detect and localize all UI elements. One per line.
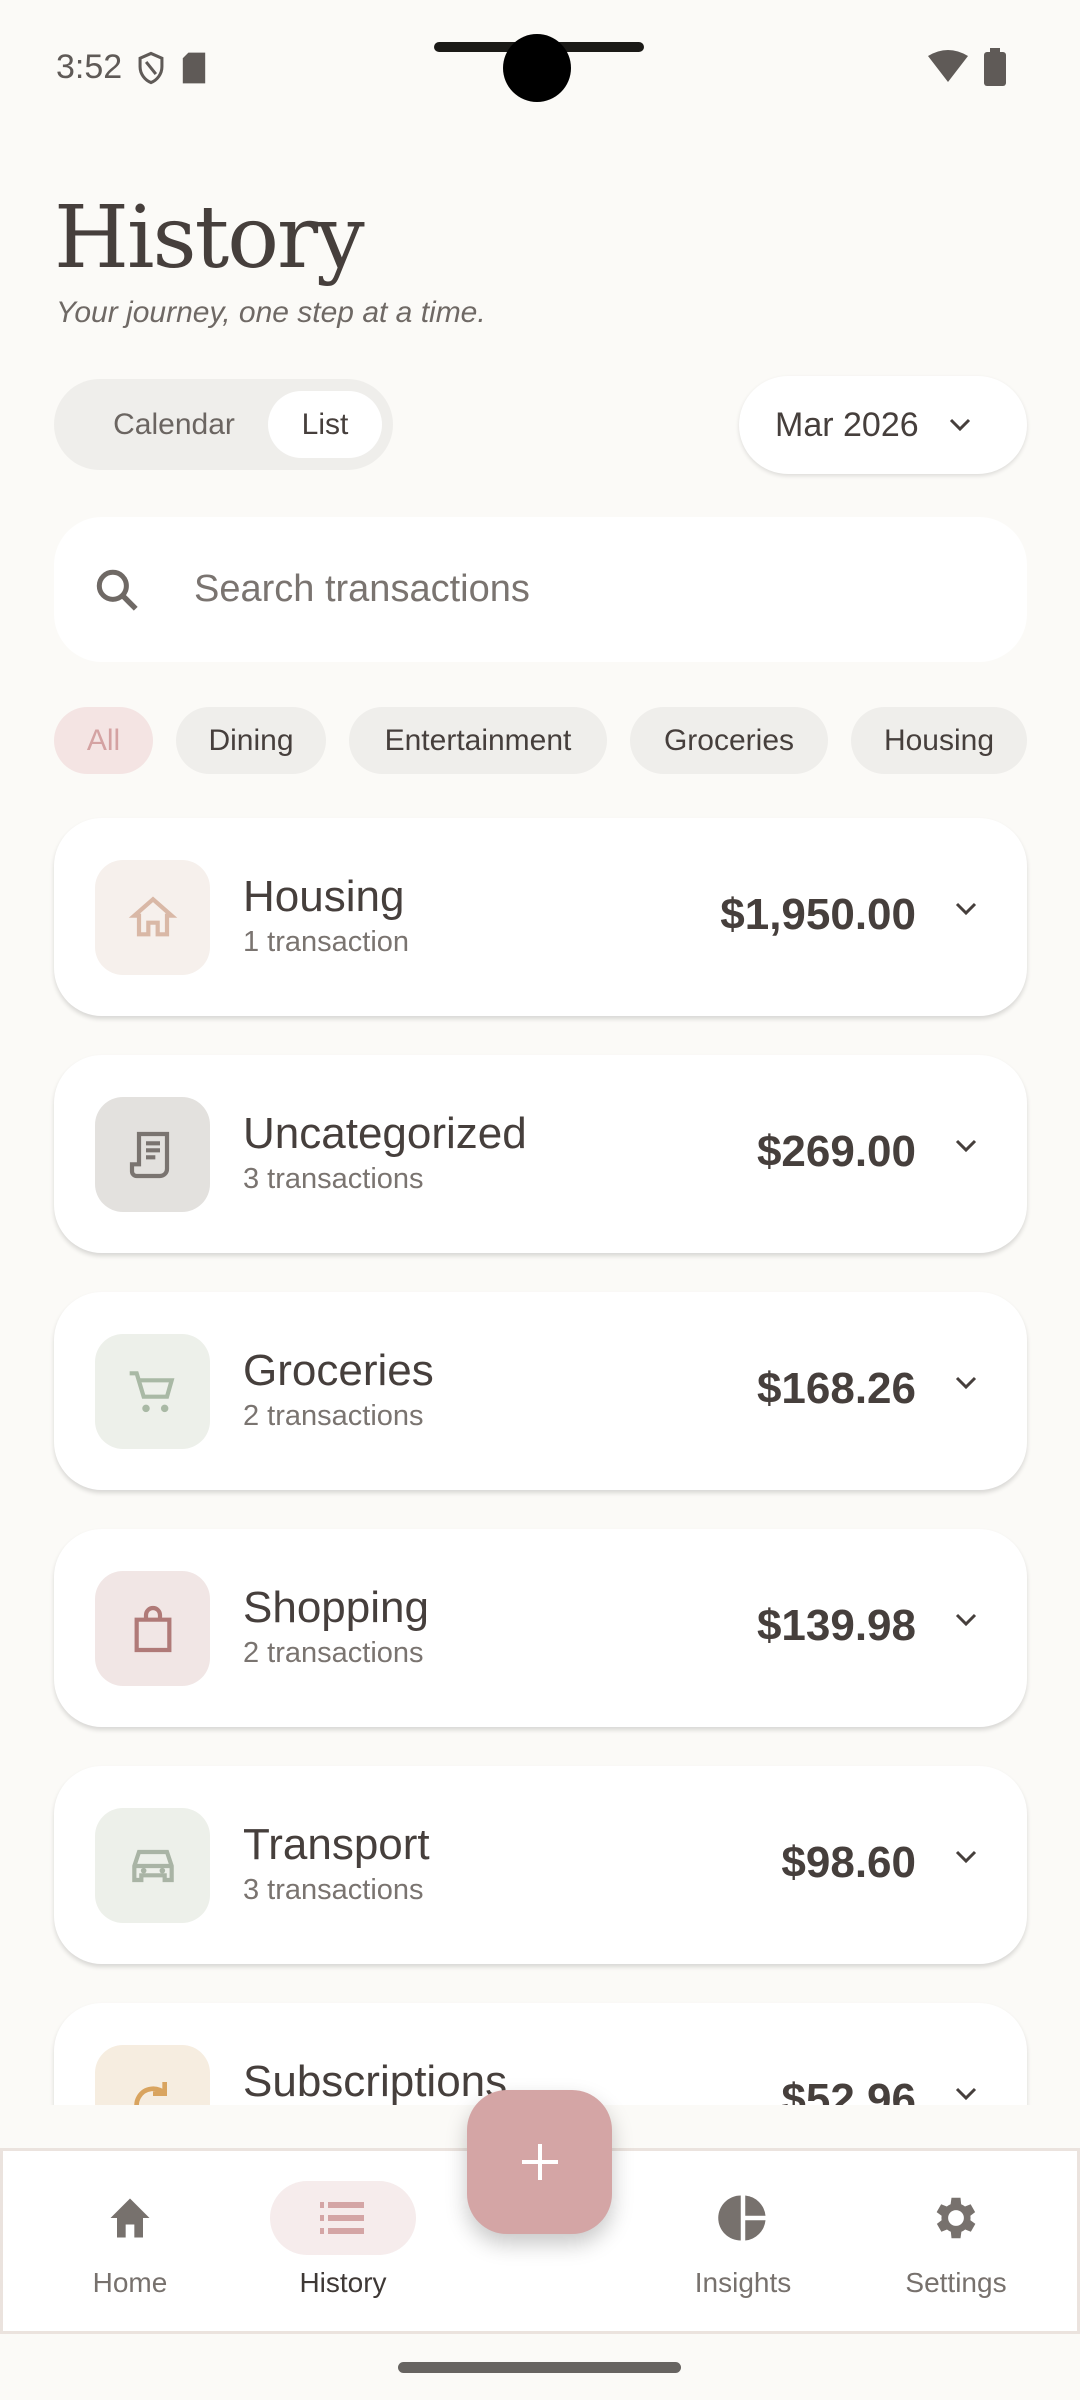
pie-chart-icon [718, 2195, 766, 2241]
chevron-down-icon[interactable] [955, 2087, 977, 2101]
nav-settings[interactable]: Settings [856, 2181, 1056, 2299]
wifi-icon [928, 50, 968, 82]
receipt-icon [129, 1131, 169, 1178]
transaction-count: 1 transaction [243, 926, 410, 958]
category-amount: $1,950.00 [720, 890, 916, 939]
filter-chip-groceries[interactable]: Groceries [630, 707, 828, 774]
filter-chip-dining[interactable]: Dining [176, 707, 326, 774]
camera-cutout [503, 34, 571, 102]
nav-insights-label: Insights [694, 2267, 792, 2298]
battery-icon [984, 48, 1006, 86]
cart-icon [129, 1370, 174, 1412]
chevron-down-icon [949, 418, 970, 432]
category-icon-box [95, 860, 210, 975]
home-icon [128, 896, 177, 936]
category-card[interactable]: Subscriptions $52.96 [54, 2003, 1027, 2105]
home-icon [110, 2198, 150, 2238]
category-amount: $168.26 [756, 1364, 916, 1413]
page-subtitle: Your journey, one step at a time. [56, 296, 486, 329]
nav-history-label: History [299, 2267, 387, 2298]
category-icon-box [95, 1571, 210, 1686]
gear-icon [936, 2197, 976, 2239]
filter-chip-all[interactable]: All [54, 707, 153, 774]
chevron-down-icon[interactable] [955, 1139, 977, 1153]
category-icon-box [95, 1808, 210, 1923]
filter-chip-housing[interactable]: Housing [851, 707, 1027, 774]
search-placeholder: Search transactions [194, 568, 530, 610]
search-icon [96, 569, 138, 611]
category-icon-box [95, 1334, 210, 1449]
search-input[interactable]: Search transactions [54, 517, 1027, 662]
refresh-icon [133, 2081, 172, 2105]
category-name: Shopping [243, 1583, 429, 1632]
home-indicator[interactable] [398, 2362, 681, 2373]
month-value: Mar 2026 [775, 405, 919, 444]
transaction-count: 3 transactions [243, 1163, 424, 1195]
chevron-down-icon[interactable] [955, 1613, 977, 1627]
category-list: Housing 1 transaction $1,950.00 Uncatego… [54, 818, 1027, 2105]
add-transaction-button[interactable] [467, 2090, 612, 2234]
filter-chip-entertainment[interactable]: Entertainment [349, 707, 607, 774]
category-card[interactable]: Uncategorized 3 transactions $269.00 [54, 1055, 1027, 1253]
nav-insights[interactable]: Insights [643, 2181, 843, 2299]
category-card[interactable]: Groceries 2 transactions $168.26 [54, 1292, 1027, 1490]
month-selector[interactable]: Mar 2026 [739, 376, 1027, 474]
chevron-down-icon[interactable] [955, 1376, 977, 1390]
nav-settings-label: Settings [905, 2267, 1007, 2298]
category-icon-box [95, 2045, 210, 2105]
nav-home[interactable]: Home [30, 2181, 230, 2299]
category-name: Subscriptions [243, 2057, 508, 2105]
toggle-list[interactable]: List [268, 391, 382, 458]
transaction-count: 2 transactions [243, 1400, 424, 1432]
nav-home-label: Home [92, 2267, 168, 2298]
transaction-count: 2 transactions [243, 1637, 424, 1669]
status-bar: 3:52 [56, 48, 208, 87]
view-toggle: Calendar List [54, 379, 393, 470]
shield-icon [138, 51, 164, 84]
list-icon [320, 2202, 364, 2234]
plus-icon [521, 2144, 558, 2180]
category-amount: $269.00 [756, 1127, 916, 1176]
shopping-bag-icon [134, 1605, 171, 1652]
category-name: Uncategorized [243, 1109, 527, 1158]
category-amount: $98.60 [781, 1838, 916, 1887]
category-amount: $139.98 [756, 1601, 916, 1650]
category-card[interactable]: Transport 3 transactions $98.60 [54, 1766, 1027, 1964]
category-name: Housing [243, 872, 405, 921]
car-icon [131, 1849, 174, 1882]
nav-history[interactable]: History [243, 2181, 443, 2299]
category-card[interactable]: Shopping 2 transactions $139.98 [54, 1529, 1027, 1727]
page-title: History [54, 188, 365, 288]
transaction-count: 3 transactions [243, 1874, 424, 1906]
category-name: Groceries [243, 1346, 434, 1395]
bottom-nav: Home History Insights Settings [0, 2148, 1080, 2334]
status-time: 3:52 [56, 48, 123, 86]
category-card[interactable]: Housing 1 transaction $1,950.00 [54, 818, 1027, 1016]
category-name: Transport [243, 1820, 430, 1869]
toggle-calendar[interactable]: Calendar [113, 407, 235, 441]
sd-card-icon [182, 52, 206, 83]
chevron-down-icon[interactable] [955, 902, 977, 916]
chevron-down-icon[interactable] [955, 1850, 977, 1864]
category-icon-box [95, 1097, 210, 1212]
category-amount: $52.96 [781, 2075, 916, 2105]
